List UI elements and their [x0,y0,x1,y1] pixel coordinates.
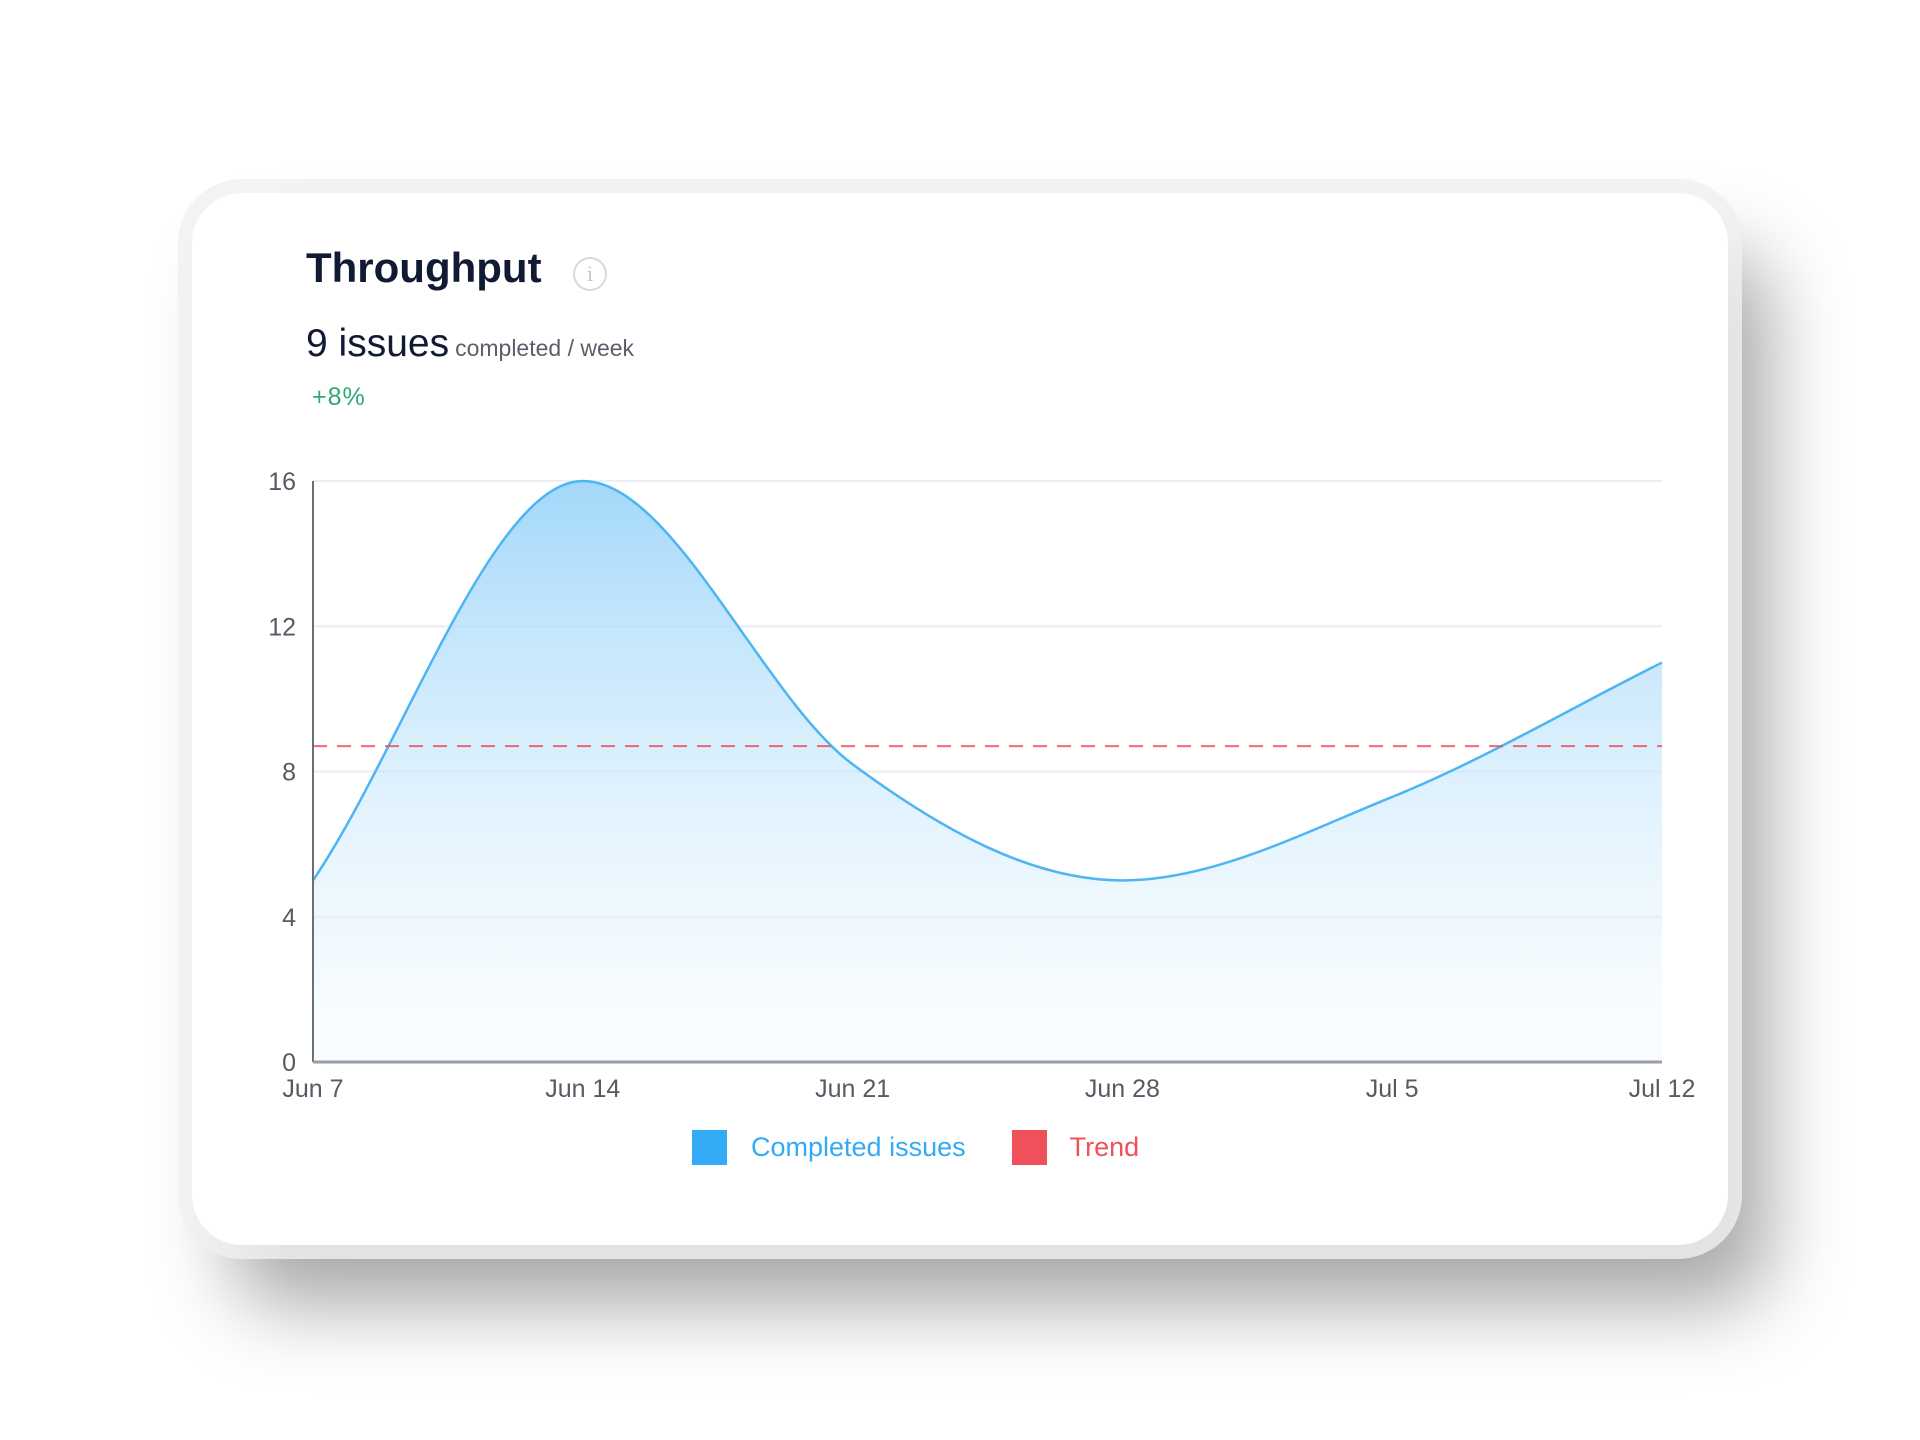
card-title: Throughput [306,244,542,291]
metric-value: 9 issues [306,322,450,365]
legend-label-completed[interactable]: Completed issues [751,1132,966,1162]
legend-label-trend[interactable]: Trend [1069,1132,1140,1162]
completed-issues-line [311,479,1663,882]
legend: Completed issues Trend [692,1130,1139,1165]
y-tick-label: 12 [268,613,296,641]
legend-swatch-trend [1011,1130,1047,1165]
x-tick-label: Jun 21 [815,1075,890,1103]
metric-unit: completed / week [455,335,635,361]
metric: 9 issues completed / week [306,322,634,366]
x-tick-label: Jul 12 [1629,1075,1696,1103]
delta-percent: +8% [312,383,366,411]
info-icon[interactable]: i [573,257,607,291]
completed-issues-area [313,481,1662,1062]
x-tick-label: Jun 14 [545,1075,620,1103]
legend-swatch-completed [692,1130,727,1165]
x-tick-label: Jun 28 [1085,1075,1160,1103]
y-tick-label: 8 [282,759,296,787]
y-tick-label: 16 [268,468,296,496]
x-tick-label: Jul 5 [1366,1075,1419,1103]
y-tick-label: 0 [282,1049,296,1077]
x-tick-label: Jun 7 [282,1075,343,1103]
y-tick-label: 4 [282,904,296,932]
